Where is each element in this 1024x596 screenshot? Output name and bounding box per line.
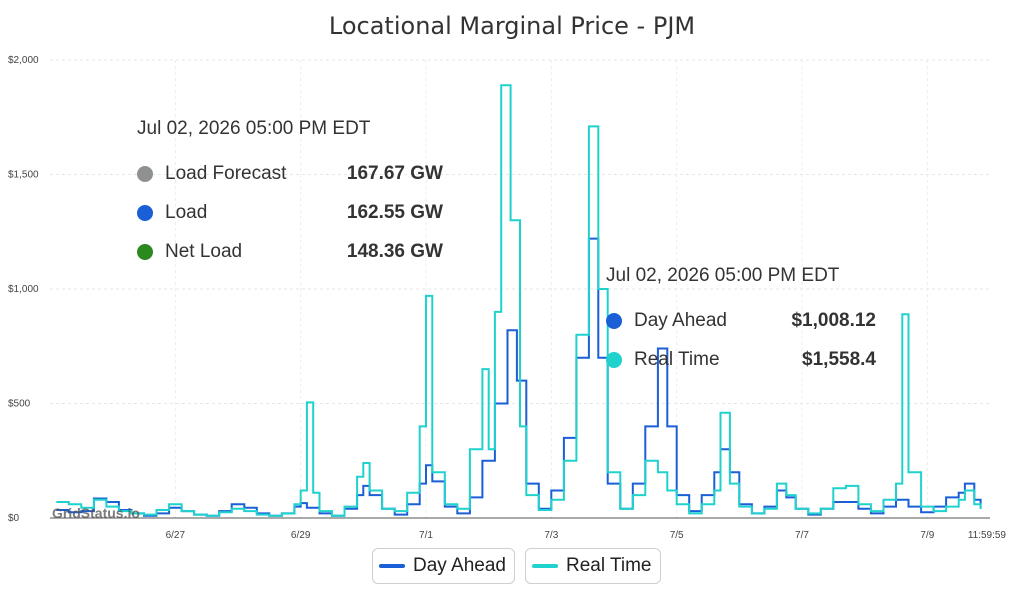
- load-forecast-row: Load Forecast 167.67 GW: [137, 154, 443, 193]
- x-tick-label: 6/29: [291, 530, 311, 541]
- real-time-series-line[interactable]: [56, 84, 982, 517]
- load-forecast-value: 167.67 GW: [346, 162, 443, 184]
- load-tooltip: Jul 02, 2026 05:00 PM EDT Load Forecast …: [137, 118, 443, 271]
- day-ahead-dot-icon: [606, 312, 622, 329]
- legend-item-day-ahead[interactable]: Day Ahead: [372, 548, 515, 584]
- chart-legend: Day Ahead Real Time: [372, 548, 661, 584]
- load-tooltip-timestamp: Jul 02, 2026 05:00 PM EDT: [137, 118, 371, 139]
- legend-day-ahead-swatch-icon: [379, 564, 405, 568]
- day-ahead-row: Day Ahead $1,008.12: [606, 301, 876, 340]
- y-tick-label: $500: [8, 399, 31, 410]
- x-axis: 6/27 6/29 7/1 7/3 7/5 7/7 7/9 11:59:59: [50, 517, 1007, 541]
- y-tick-label: $1,500: [8, 170, 39, 181]
- x-tick-label: 6/27: [166, 530, 186, 541]
- x-tick-label: 7/7: [795, 530, 809, 541]
- y-tick-label: $1,000: [8, 284, 39, 295]
- y-tick-label: $2,000: [8, 55, 39, 66]
- legend-item-real-time[interactable]: Real Time: [524, 548, 661, 584]
- legend-real-time-swatch-icon: [531, 564, 558, 568]
- x-tick-label: 7/1: [419, 530, 433, 541]
- net-load-value: 148.36 GW: [346, 240, 443, 262]
- day-ahead-value: $1,008.12: [791, 309, 876, 331]
- x-tick-label: 7/3: [544, 530, 558, 541]
- x-tick-label: 7/5: [670, 530, 684, 541]
- legend-real-time-label: Real Time: [565, 555, 652, 576]
- series-lines: [56, 84, 982, 517]
- legend-day-ahead-label: Day Ahead: [413, 555, 506, 576]
- load-dot-icon: [137, 204, 153, 221]
- real-time-dot-icon: [606, 351, 622, 368]
- price-tooltip: Jul 02, 2026 05:00 PM EDT Day Ahead $1,0…: [606, 265, 876, 379]
- chart-title: Locational Marginal Price - PJM: [328, 12, 696, 40]
- load-label: Load: [165, 201, 208, 223]
- load-forecast-label: Load Forecast: [165, 162, 287, 184]
- day-ahead-label: Day Ahead: [634, 309, 727, 331]
- real-time-label: Real Time: [634, 348, 720, 370]
- net-load-label: Net Load: [165, 240, 243, 262]
- y-tick-label: $0: [8, 513, 20, 524]
- x-tick-label: 11:59:59: [968, 530, 1007, 541]
- y-axis: $0 $500 $1,000 $1,500 $2,000: [8, 55, 39, 524]
- watermark: GridStatus.io: [52, 505, 140, 521]
- load-value: 162.55 GW: [346, 201, 443, 223]
- real-time-value: $1,558.4: [802, 348, 876, 370]
- load-row: Load 162.55 GW: [137, 193, 443, 232]
- price-tooltip-timestamp: Jul 02, 2026 05:00 PM EDT: [606, 265, 840, 286]
- load-forecast-dot-icon: [137, 165, 153, 182]
- x-tick-label: 7/9: [920, 530, 934, 541]
- real-time-row: Real Time $1,558.4: [606, 340, 876, 379]
- net-load-dot-icon: [137, 243, 153, 260]
- net-load-row: Net Load 148.36 GW: [137, 232, 443, 271]
